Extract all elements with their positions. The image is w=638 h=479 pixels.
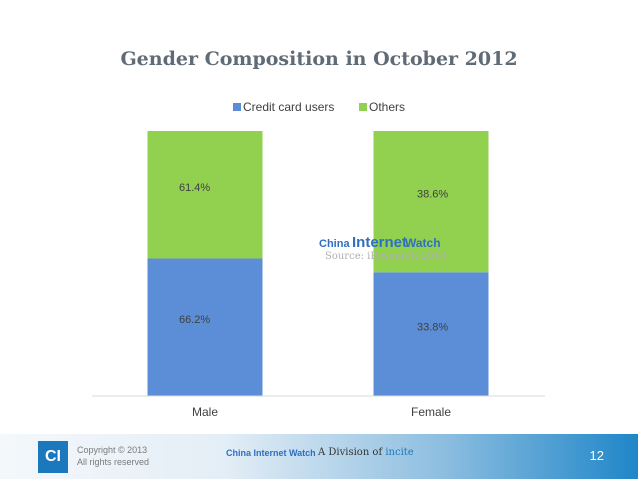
rights-text: All rights reserved	[77, 457, 150, 467]
chart-legend: Credit card users Others	[233, 100, 405, 114]
footer-bar: CI Copyright © 2013 All rights reserved …	[0, 434, 638, 479]
bar-female-1	[373, 131, 489, 273]
watermark-china: China	[319, 238, 350, 250]
legend-swatch-0	[233, 103, 241, 111]
footer-brand: China Internet Watch	[226, 448, 316, 458]
x-tick-male: Male	[192, 405, 218, 419]
x-tick-female: Female	[411, 405, 451, 419]
page-number: 12	[589, 448, 604, 463]
footer-copyright: Copyright © 2013 All rights reserved	[77, 444, 149, 468]
legend-label-0: Credit card users	[243, 100, 334, 114]
data-label-female-0: 33.8%	[417, 321, 448, 333]
data-label-female-1: 38.6%	[417, 188, 448, 200]
chart-bars: 66.2% 61.4% 33.8% 38.6%	[147, 131, 489, 396]
x-axis-ticks: Male Female	[192, 405, 451, 419]
chart-title: Gender Composition in October 2012	[120, 48, 518, 70]
bar-male-1	[147, 131, 263, 259]
bar-female-0	[373, 272, 489, 396]
division-prefix: A Division of	[318, 447, 383, 458]
footer-logo: CI	[38, 441, 68, 473]
watermark: China Internet Watch Source: iResearch 2…	[319, 234, 446, 262]
copyright-text: Copyright © 2013	[77, 445, 148, 455]
legend-swatch-1	[359, 103, 367, 111]
bar-male-0	[147, 258, 263, 396]
watermark-source: Source: iResearch 2013	[325, 251, 446, 262]
data-label-male-0: 66.2%	[179, 314, 210, 326]
watermark-internet: Internet	[352, 234, 407, 251]
watermark-watch: Watch	[405, 236, 441, 250]
footer-division: A Division of incite	[318, 447, 414, 458]
data-label-male-1: 61.4%	[179, 182, 210, 194]
chart-canvas: Credit card users Others 66.2% 61.4% 33.8% 3…	[92, 100, 545, 419]
legend-label-1: Others	[369, 100, 405, 114]
division-name: incite	[385, 447, 414, 458]
